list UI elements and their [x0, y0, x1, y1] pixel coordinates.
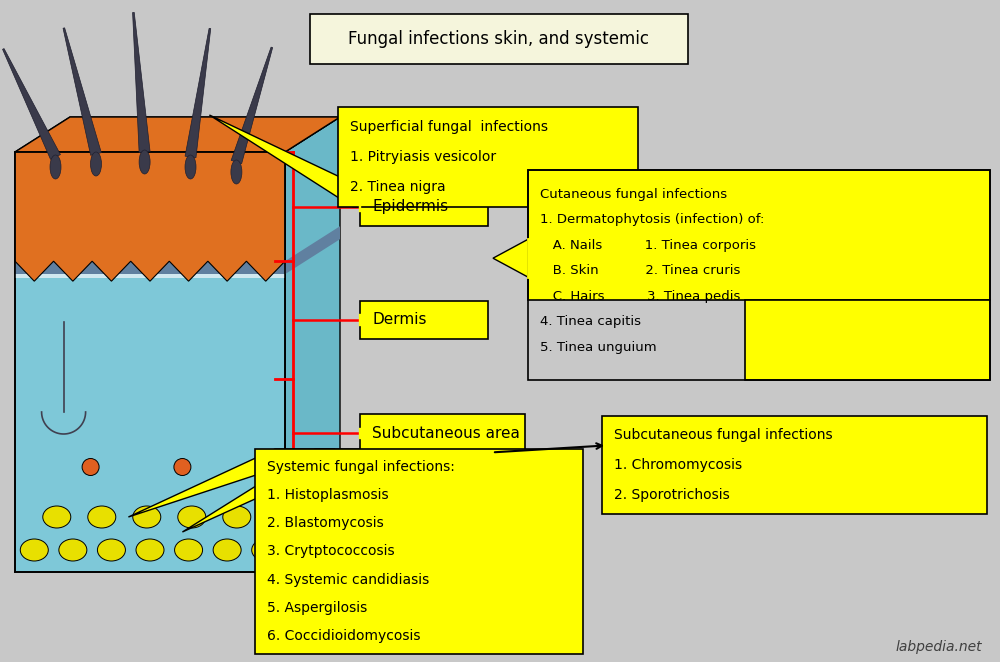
Polygon shape — [128, 449, 335, 517]
Ellipse shape — [139, 150, 150, 174]
Text: Fungal infections skin, and systemic: Fungal infections skin, and systemic — [349, 30, 650, 48]
Text: 6. Coccidioidomycosis: 6. Coccidioidomycosis — [267, 629, 420, 643]
Ellipse shape — [133, 506, 161, 528]
Text: 2. Sporotrichosis: 2. Sporotrichosis — [614, 488, 730, 502]
Ellipse shape — [175, 539, 203, 561]
Text: 3. Crytptococcosis: 3. Crytptococcosis — [267, 545, 395, 559]
Ellipse shape — [50, 155, 61, 179]
Polygon shape — [133, 13, 150, 152]
Text: Dermis: Dermis — [372, 312, 426, 328]
Ellipse shape — [91, 152, 102, 176]
Text: 1. Pitryiasis vesicolor: 1. Pitryiasis vesicolor — [350, 150, 496, 164]
Text: A. Nails          1. Tinea corporis: A. Nails 1. Tinea corporis — [540, 239, 756, 252]
Polygon shape — [185, 28, 211, 158]
Polygon shape — [15, 117, 340, 152]
Text: 2. Blastomycosis: 2. Blastomycosis — [267, 516, 384, 530]
FancyBboxPatch shape — [602, 416, 987, 514]
Polygon shape — [209, 115, 403, 207]
Text: Systemic fungal infections:: Systemic fungal infections: — [267, 460, 455, 474]
FancyBboxPatch shape — [360, 301, 488, 339]
Text: B. Skin           2. Tinea cruris: B. Skin 2. Tinea cruris — [540, 265, 740, 277]
Text: 2. Tinea nigra: 2. Tinea nigra — [350, 180, 446, 195]
Text: Superficial fungal  infections: Superficial fungal infections — [350, 120, 548, 134]
Ellipse shape — [231, 160, 242, 184]
Text: 4. Tinea capitis: 4. Tinea capitis — [540, 316, 641, 328]
Ellipse shape — [136, 539, 164, 561]
FancyBboxPatch shape — [360, 414, 525, 452]
Text: labpedia.net: labpedia.net — [895, 640, 982, 654]
Polygon shape — [15, 274, 285, 278]
Text: C. Hairs          3. Tinea pedis: C. Hairs 3. Tinea pedis — [540, 290, 740, 303]
Ellipse shape — [213, 539, 241, 561]
Ellipse shape — [223, 506, 251, 528]
Text: 4. Systemic candidiasis: 4. Systemic candidiasis — [267, 573, 429, 587]
Polygon shape — [63, 28, 101, 156]
Ellipse shape — [82, 459, 99, 475]
Polygon shape — [285, 117, 340, 572]
Ellipse shape — [88, 506, 116, 528]
Ellipse shape — [97, 539, 125, 561]
FancyBboxPatch shape — [745, 300, 990, 380]
Polygon shape — [3, 48, 60, 160]
Ellipse shape — [43, 506, 71, 528]
Text: Subcutaneous fungal infections: Subcutaneous fungal infections — [614, 428, 833, 442]
Polygon shape — [231, 47, 273, 164]
Ellipse shape — [185, 155, 196, 179]
Polygon shape — [15, 261, 285, 274]
Ellipse shape — [59, 539, 87, 561]
Text: 1. Histoplasmosis: 1. Histoplasmosis — [267, 489, 389, 502]
Ellipse shape — [178, 506, 206, 528]
FancyBboxPatch shape — [338, 107, 638, 207]
Polygon shape — [15, 152, 285, 572]
FancyBboxPatch shape — [360, 187, 488, 226]
Text: 1. Dermatophytosis (infection) of:: 1. Dermatophytosis (infection) of: — [540, 214, 764, 226]
Text: Cutaneous fungal infections: Cutaneous fungal infections — [540, 188, 727, 201]
Polygon shape — [15, 152, 285, 281]
Polygon shape — [15, 117, 340, 152]
Text: Epidermis: Epidermis — [372, 199, 448, 214]
Polygon shape — [182, 449, 365, 532]
Ellipse shape — [268, 506, 296, 528]
Text: 5. Aspergilosis: 5. Aspergilosis — [267, 600, 367, 614]
Polygon shape — [15, 152, 285, 261]
FancyBboxPatch shape — [255, 449, 583, 654]
Ellipse shape — [252, 539, 280, 561]
Text: 5. Tinea unguium: 5. Tinea unguium — [540, 341, 657, 354]
Ellipse shape — [174, 459, 191, 475]
Text: Subcutaneous area: Subcutaneous area — [372, 426, 520, 441]
FancyBboxPatch shape — [528, 170, 990, 300]
Polygon shape — [493, 239, 528, 277]
Text: 1. Chromomycosis: 1. Chromomycosis — [614, 458, 742, 472]
Polygon shape — [285, 226, 340, 274]
FancyBboxPatch shape — [310, 14, 688, 64]
Ellipse shape — [20, 539, 48, 561]
